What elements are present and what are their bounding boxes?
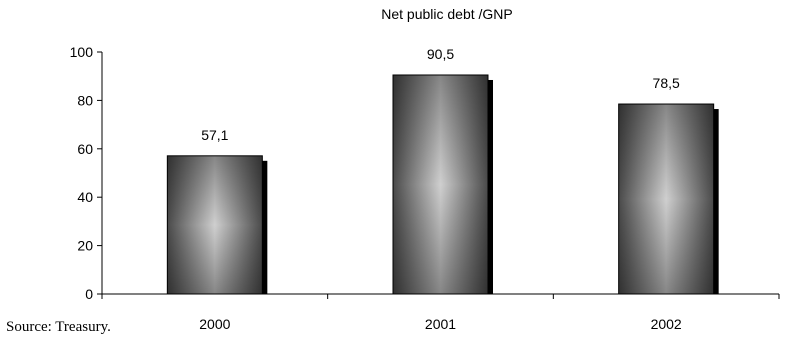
bar-value-label: 57,1 [201, 127, 228, 143]
chart-title: Net public debt /GNP [381, 6, 513, 22]
y-tick-label: 80 [77, 92, 93, 108]
y-tick-label: 60 [77, 141, 93, 157]
bars-group: 57,1 90,5 78,5 [166, 46, 719, 295]
y-tick-label: 100 [70, 44, 94, 60]
bar-shading [618, 104, 714, 294]
x-tick-label: 2001 [425, 316, 456, 332]
y-tick-label: 20 [77, 238, 93, 254]
x-tick-label: 2000 [199, 316, 230, 332]
bar-value-label: 78,5 [653, 75, 680, 91]
bar-shading [167, 155, 263, 294]
bar-value-label: 90,5 [427, 46, 454, 62]
y-axis: 0 20 40 60 80 100 [70, 44, 103, 302]
source-note: Source: Treasury. [6, 319, 111, 335]
bar-shading [393, 74, 488, 295]
x-axis: 2000 2001 2002 [101, 293, 780, 332]
y-tick-label: 0 [85, 286, 93, 302]
y-tick-label: 40 [77, 189, 93, 205]
x-tick-label: 2002 [651, 316, 682, 332]
